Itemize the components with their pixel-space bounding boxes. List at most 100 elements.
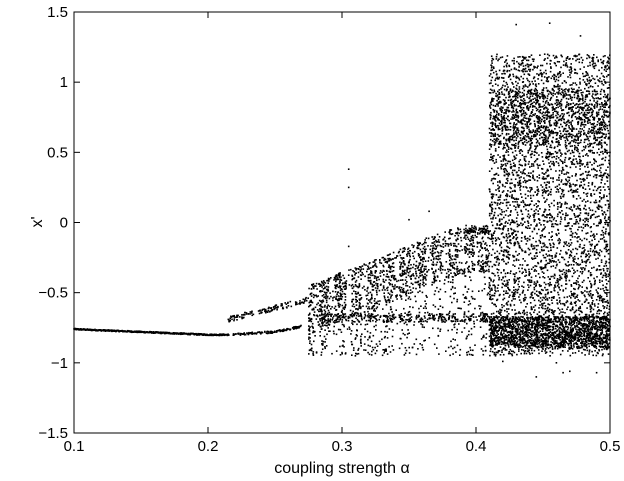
data-point — [383, 297, 386, 299]
data-point — [507, 281, 509, 284]
data-point — [463, 321, 466, 323]
data-point — [518, 163, 521, 166]
data-point — [503, 236, 506, 239]
data-point — [513, 136, 516, 138]
data-point — [436, 251, 439, 253]
data-point — [524, 99, 526, 102]
data-point — [578, 99, 581, 102]
data-point — [450, 340, 452, 343]
data-point — [559, 114, 562, 117]
data-point — [300, 324, 302, 327]
data-point — [474, 234, 476, 237]
data-point — [421, 265, 424, 267]
data-point — [587, 185, 590, 187]
data-point — [406, 266, 408, 269]
data-point — [439, 261, 441, 263]
data-point — [579, 178, 581, 180]
data-point — [503, 324, 506, 326]
data-point — [577, 92, 579, 95]
data-point — [466, 267, 469, 269]
data-point — [606, 209, 609, 212]
data-point — [590, 230, 593, 233]
data-point — [359, 294, 362, 296]
data-point — [285, 303, 288, 305]
data-point — [150, 331, 152, 333]
data-point — [312, 352, 314, 355]
data-point — [377, 285, 379, 288]
data-point — [570, 121, 572, 123]
data-point — [466, 230, 469, 232]
data-point — [497, 237, 499, 239]
data-point — [320, 351, 323, 354]
data-point — [518, 267, 520, 270]
data-point — [570, 228, 572, 230]
data-point — [517, 143, 520, 145]
data-point — [529, 227, 531, 229]
data-point — [478, 315, 481, 318]
data-point — [573, 319, 576, 321]
data-point — [476, 241, 479, 243]
data-point — [444, 279, 446, 281]
data-point — [389, 299, 391, 302]
data-point — [459, 320, 462, 322]
data-point — [454, 313, 456, 315]
data-point — [491, 289, 493, 291]
data-point — [602, 213, 604, 216]
data-point — [424, 239, 426, 241]
data-point — [451, 286, 454, 289]
data-point — [464, 246, 467, 248]
data-point — [507, 324, 509, 326]
data-point — [555, 316, 557, 318]
data-point — [494, 227, 497, 230]
data-point — [526, 240, 529, 242]
data-point — [331, 306, 333, 308]
data-point — [389, 297, 392, 299]
data-point — [527, 225, 530, 227]
data-point — [514, 186, 516, 188]
data-point — [545, 127, 547, 129]
data-point — [316, 314, 318, 317]
data-point — [436, 261, 439, 264]
data-point — [431, 250, 434, 253]
data-point — [337, 304, 340, 307]
data-point — [444, 242, 447, 245]
data-point — [531, 325, 533, 328]
data-point — [407, 274, 410, 277]
data-point — [463, 269, 466, 272]
data-point — [376, 345, 379, 347]
data-point — [539, 242, 542, 244]
data-point — [327, 315, 329, 318]
data-point — [511, 291, 513, 294]
data-point — [415, 264, 417, 267]
data-point — [452, 242, 455, 245]
data-point — [571, 128, 574, 130]
data-point — [445, 253, 448, 255]
data-point — [374, 346, 376, 349]
data-point — [352, 303, 355, 305]
data-point — [466, 351, 468, 354]
data-point — [433, 272, 436, 275]
data-point — [367, 307, 369, 310]
data-point — [531, 335, 533, 338]
data-point — [521, 218, 524, 221]
data-point — [392, 349, 395, 351]
data-point — [591, 303, 594, 306]
data-point — [523, 110, 525, 112]
data-point — [383, 259, 385, 261]
data-point — [447, 268, 449, 271]
data-point — [379, 315, 382, 317]
data-point — [409, 317, 411, 319]
data-point — [371, 285, 374, 288]
data-point — [400, 263, 402, 266]
data-point — [485, 254, 488, 257]
data-point — [335, 287, 337, 290]
data-point — [432, 304, 435, 306]
data-point — [581, 247, 584, 250]
data-point — [433, 314, 436, 317]
data-point — [593, 78, 596, 81]
data-point — [382, 280, 385, 283]
data-point — [449, 295, 452, 298]
data-point — [588, 106, 590, 108]
data-point — [496, 317, 499, 320]
data-point — [337, 278, 340, 280]
